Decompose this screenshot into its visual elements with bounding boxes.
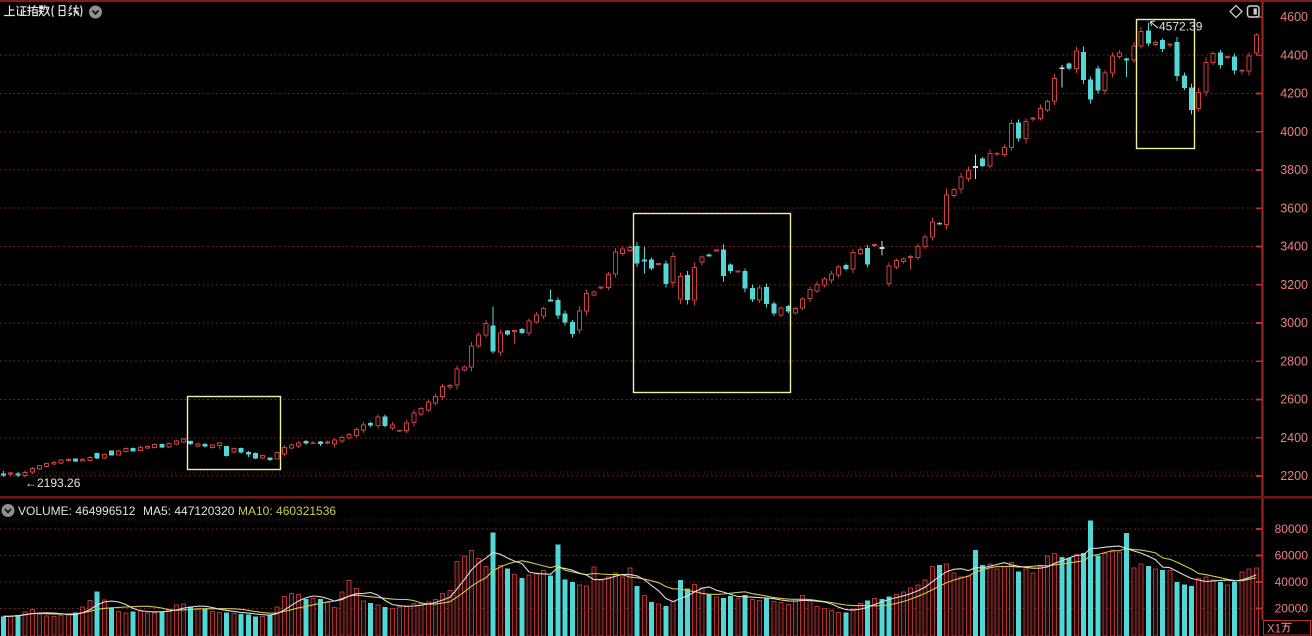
- svg-text:3600: 3600: [1280, 201, 1308, 215]
- svg-text:3800: 3800: [1280, 163, 1308, 177]
- svg-text:←2193.26: ←2193.26: [25, 476, 81, 490]
- svg-text:80000: 80000: [1275, 522, 1309, 536]
- svg-text:2200: 2200: [1280, 469, 1308, 483]
- svg-text:3000: 3000: [1280, 316, 1308, 330]
- svg-text:60000: 60000: [1275, 549, 1309, 563]
- svg-text:20000: 20000: [1275, 602, 1309, 616]
- svg-text:40000: 40000: [1275, 575, 1309, 589]
- svg-text:MA5: 447120320: MA5: 447120320: [143, 504, 235, 518]
- svg-text:4600: 4600: [1280, 10, 1308, 24]
- svg-text:4400: 4400: [1280, 49, 1308, 63]
- svg-text:2800: 2800: [1280, 354, 1308, 368]
- svg-text:3200: 3200: [1280, 278, 1308, 292]
- svg-text:MA10: 460321536: MA10: 460321536: [238, 504, 336, 518]
- svg-text:VOLUME: 464996512: VOLUME: 464996512: [18, 504, 136, 518]
- svg-text:2400: 2400: [1280, 431, 1308, 445]
- svg-text:4000: 4000: [1280, 125, 1308, 139]
- svg-text:2600: 2600: [1280, 393, 1308, 407]
- svg-text:4572.39: 4572.39: [1159, 20, 1203, 34]
- svg-text:4200: 4200: [1280, 87, 1308, 101]
- svg-text:3400: 3400: [1280, 240, 1308, 254]
- svg-text:X1: X1: [1267, 624, 1281, 636]
